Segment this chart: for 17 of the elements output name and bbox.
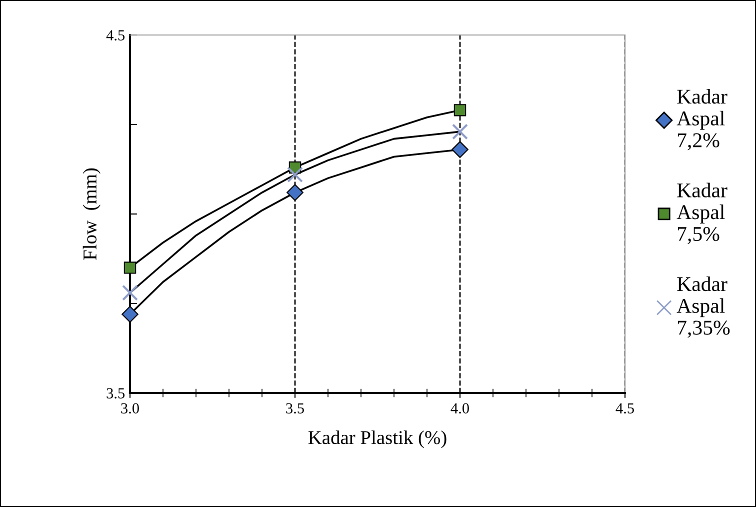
point [122, 284, 138, 301]
legend-label: Kadar Aspal 7,35% [676, 276, 730, 338]
x-tick-label: 3.5 [286, 403, 304, 414]
point [287, 166, 303, 183]
x-tick-label: 4.0 [450, 403, 469, 414]
x-axis-title: Kadar Plastik (%) [308, 430, 446, 448]
point [122, 306, 138, 323]
point [124, 262, 136, 274]
x-tick-label: 4.5 [616, 403, 634, 414]
y-axis-title: Flow (mm) [82, 168, 100, 260]
point [454, 104, 466, 116]
legend-label: Kadar Aspal 7,2% [676, 89, 728, 150]
point [452, 141, 468, 158]
point [452, 124, 468, 140]
legend-label: Kadar Aspal 7,5% [676, 182, 728, 244]
point [286, 184, 304, 201]
x-tick-label: 3.0 [121, 403, 139, 414]
